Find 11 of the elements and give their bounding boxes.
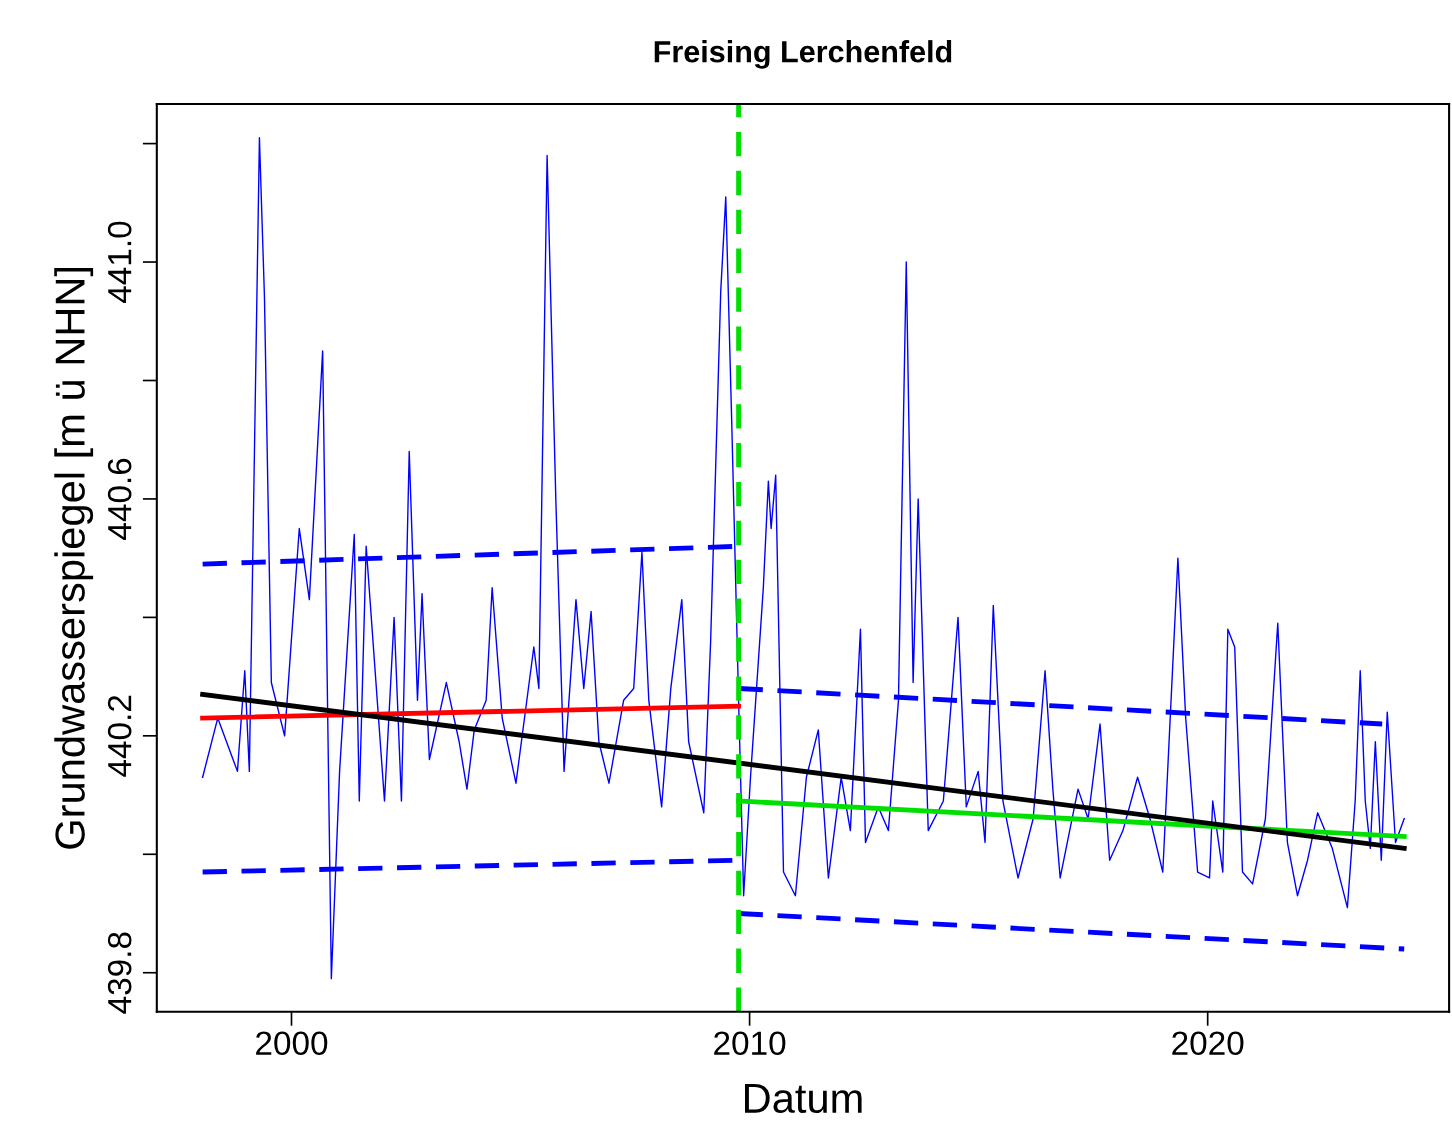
x-tick-label: 2010	[714, 1031, 786, 1056]
x-tick-label: 2020	[1172, 1031, 1244, 1056]
y-tick-label: 440.6	[107, 458, 132, 540]
y-axis-title: Grundwasserspiegel [m ü NHN]	[54, 267, 94, 849]
y-tick-label: 440.2	[107, 695, 132, 777]
y-tick-label: 441.0	[107, 221, 132, 303]
line-series	[201, 136, 1405, 980]
x-axis-title: Datum	[745, 1084, 862, 1114]
chart-title: Freising Lerchenfeld	[654, 40, 952, 69]
x-tick-label: 2000	[256, 1031, 328, 1056]
y-tick-label: 439.8	[107, 932, 132, 1014]
